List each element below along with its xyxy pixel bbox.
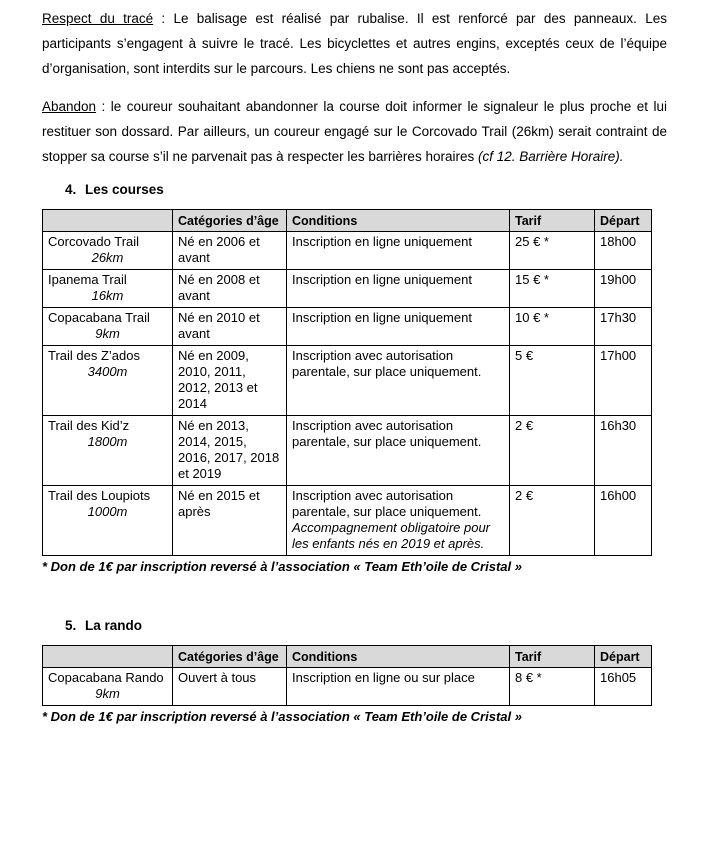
- race-cell: Copacabana Rando 9km: [42, 667, 173, 706]
- depart-cell: 16h00: [594, 485, 652, 556]
- paragraph-text: le coureur souhaitant abandonner la cour…: [42, 99, 667, 164]
- rando-table: Catégories d’âge Conditions Tarif Départ…: [42, 645, 652, 706]
- race-distance: 26km: [91, 250, 124, 265]
- race-name: Ipanema Trail: [48, 272, 127, 287]
- depart-cell: 16h05: [594, 667, 652, 706]
- age-cell: Né en 2008 et avant: [172, 269, 287, 308]
- paragraph-separator: :: [153, 11, 174, 26]
- column-header-tarif: Tarif: [509, 209, 595, 232]
- race-cell: Ipanema Trail 16km: [42, 269, 173, 308]
- conditions-italic-text: Accompagnement obligatoire pour les enfa…: [292, 520, 491, 551]
- section-title: La rando: [85, 618, 143, 633]
- age-cell: Né en 2013, 2014, 2015, 2016, 2017, 2018…: [172, 415, 287, 486]
- section-number: 5.: [65, 618, 77, 633]
- conditions-text: Inscription en ligne uniquement: [292, 272, 472, 287]
- table-row: Ipanema Trail 16km Né en 2008 et avant I…: [42, 269, 652, 308]
- race-distance: 16km: [91, 288, 124, 303]
- paragraph-text: Le balisage est réalisé par rubalise. Il…: [42, 11, 667, 76]
- table-row: Copacabana Rando 9km Ouvert à tous Inscr…: [42, 667, 652, 706]
- table-header-row: Catégories d’âge Conditions Tarif Départ: [42, 645, 652, 668]
- column-header-age: Catégories d’âge: [172, 209, 287, 232]
- table-footnote: * Don de 1€ par inscription reversé à l’…: [42, 709, 522, 724]
- table-row: Trail des Z’ados 3400m Né en 2009, 2010,…: [42, 345, 652, 416]
- depart-cell: 17h00: [594, 345, 652, 416]
- conditions-text: Inscription avec autorisation parentale,…: [292, 348, 482, 379]
- tarif-cell: 8 € *: [509, 667, 595, 706]
- table-row: Trail des Kid’z 1800m Né en 2013, 2014, …: [42, 415, 652, 486]
- table-row: Copacabana Trail 9km Né en 2010 et avant…: [42, 307, 652, 346]
- depart-cell: 19h00: [594, 269, 652, 308]
- document-page: Respect du tracé : Le balisage est réali…: [42, 6, 667, 724]
- race-distance: 9km: [95, 686, 120, 701]
- depart-cell: 17h30: [594, 307, 652, 346]
- tarif-cell: 2 €: [509, 485, 595, 556]
- race-cell: Corcovado Trail 26km: [42, 231, 173, 270]
- conditions-text: Inscription en ligne uniquement: [292, 234, 472, 249]
- age-cell: Né en 2006 et avant: [172, 231, 287, 270]
- section-heading-les-courses: 4. Les courses: [65, 182, 667, 197]
- paragraph-respect-du-trace: Respect du tracé : Le balisage est réali…: [42, 6, 667, 81]
- conditions-cell: Inscription en ligne uniquement: [286, 269, 510, 308]
- column-header-race: [42, 645, 173, 668]
- column-header-depart: Départ: [594, 645, 652, 668]
- race-cell: Copacabana Trail 9km: [42, 307, 173, 346]
- race-name: Trail des Loupiots: [48, 488, 151, 503]
- table-row: Corcovado Trail 26km Né en 2006 et avant…: [42, 231, 652, 270]
- column-header-depart: Départ: [594, 209, 652, 232]
- table-row: Trail des Loupiots 1000m Né en 2015 et a…: [42, 485, 652, 556]
- section-title: Les courses: [85, 182, 164, 197]
- conditions-cell: Inscription avec autorisation parentale,…: [286, 415, 510, 486]
- tarif-cell: 10 € *: [509, 307, 595, 346]
- conditions-text: Inscription avec autorisation parentale,…: [292, 488, 482, 519]
- race-name: Copacabana Rando: [48, 670, 164, 685]
- race-distance: 1000m: [87, 504, 128, 519]
- table-footnote: * Don de 1€ par inscription reversé à l’…: [42, 559, 522, 574]
- race-cell: Trail des Z’ados 3400m: [42, 345, 173, 416]
- courses-table: Catégories d’âge Conditions Tarif Départ…: [42, 209, 652, 556]
- race-distance: 9km: [95, 326, 120, 341]
- conditions-cell: Inscription avec autorisation parentale,…: [286, 485, 510, 556]
- tarif-cell: 5 €: [509, 345, 595, 416]
- conditions-cell: Inscription en ligne uniquement: [286, 307, 510, 346]
- race-name: Trail des Z’ados: [48, 348, 140, 363]
- depart-cell: 18h00: [594, 231, 652, 270]
- conditions-text: Inscription avec autorisation parentale,…: [292, 418, 482, 449]
- paragraph-abandon: Abandon : le coureur souhaitant abandonn…: [42, 94, 667, 169]
- tarif-cell: 15 € *: [509, 269, 595, 308]
- column-header-tarif: Tarif: [509, 645, 595, 668]
- conditions-cell: Inscription en ligne ou sur place: [286, 667, 510, 706]
- conditions-cell: Inscription en ligne uniquement: [286, 231, 510, 270]
- race-distance: 1800m: [87, 434, 128, 449]
- column-header-conditions: Conditions: [286, 209, 510, 232]
- paragraph-label: Respect du tracé: [42, 11, 154, 26]
- age-cell: Né en 2010 et avant: [172, 307, 287, 346]
- race-distance: 3400m: [87, 364, 128, 379]
- race-name: Corcovado Trail: [48, 234, 140, 249]
- paragraph-label: Abandon: [42, 99, 97, 114]
- paragraph-italic-suffix: (cf 12. Barrière Horaire).: [477, 149, 624, 164]
- conditions-cell: Inscription avec autorisation parentale,…: [286, 345, 510, 416]
- section-heading-la-rando: 5. La rando: [65, 618, 667, 633]
- column-header-conditions: Conditions: [286, 645, 510, 668]
- conditions-text: Inscription en ligne ou sur place: [292, 670, 475, 685]
- age-cell: Né en 2009, 2010, 2011, 2012, 2013 et 20…: [172, 345, 287, 416]
- tarif-cell: 25 € *: [509, 231, 595, 270]
- column-header-age: Catégories d’âge: [172, 645, 287, 668]
- table-header-row: Catégories d’âge Conditions Tarif Départ: [42, 209, 652, 232]
- race-cell: Trail des Loupiots 1000m: [42, 485, 173, 556]
- age-cell: Ouvert à tous: [172, 667, 287, 706]
- column-header-race: [42, 209, 173, 232]
- race-name: Trail des Kid’z: [48, 418, 130, 433]
- tarif-cell: 2 €: [509, 415, 595, 486]
- race-cell: Trail des Kid’z 1800m: [42, 415, 173, 486]
- depart-cell: 16h30: [594, 415, 652, 486]
- race-name: Copacabana Trail: [48, 310, 150, 325]
- age-cell: Né en 2015 et après: [172, 485, 287, 556]
- conditions-text: Inscription en ligne uniquement: [292, 310, 472, 325]
- paragraph-separator: :: [96, 99, 111, 114]
- section-number: 4.: [65, 182, 77, 197]
